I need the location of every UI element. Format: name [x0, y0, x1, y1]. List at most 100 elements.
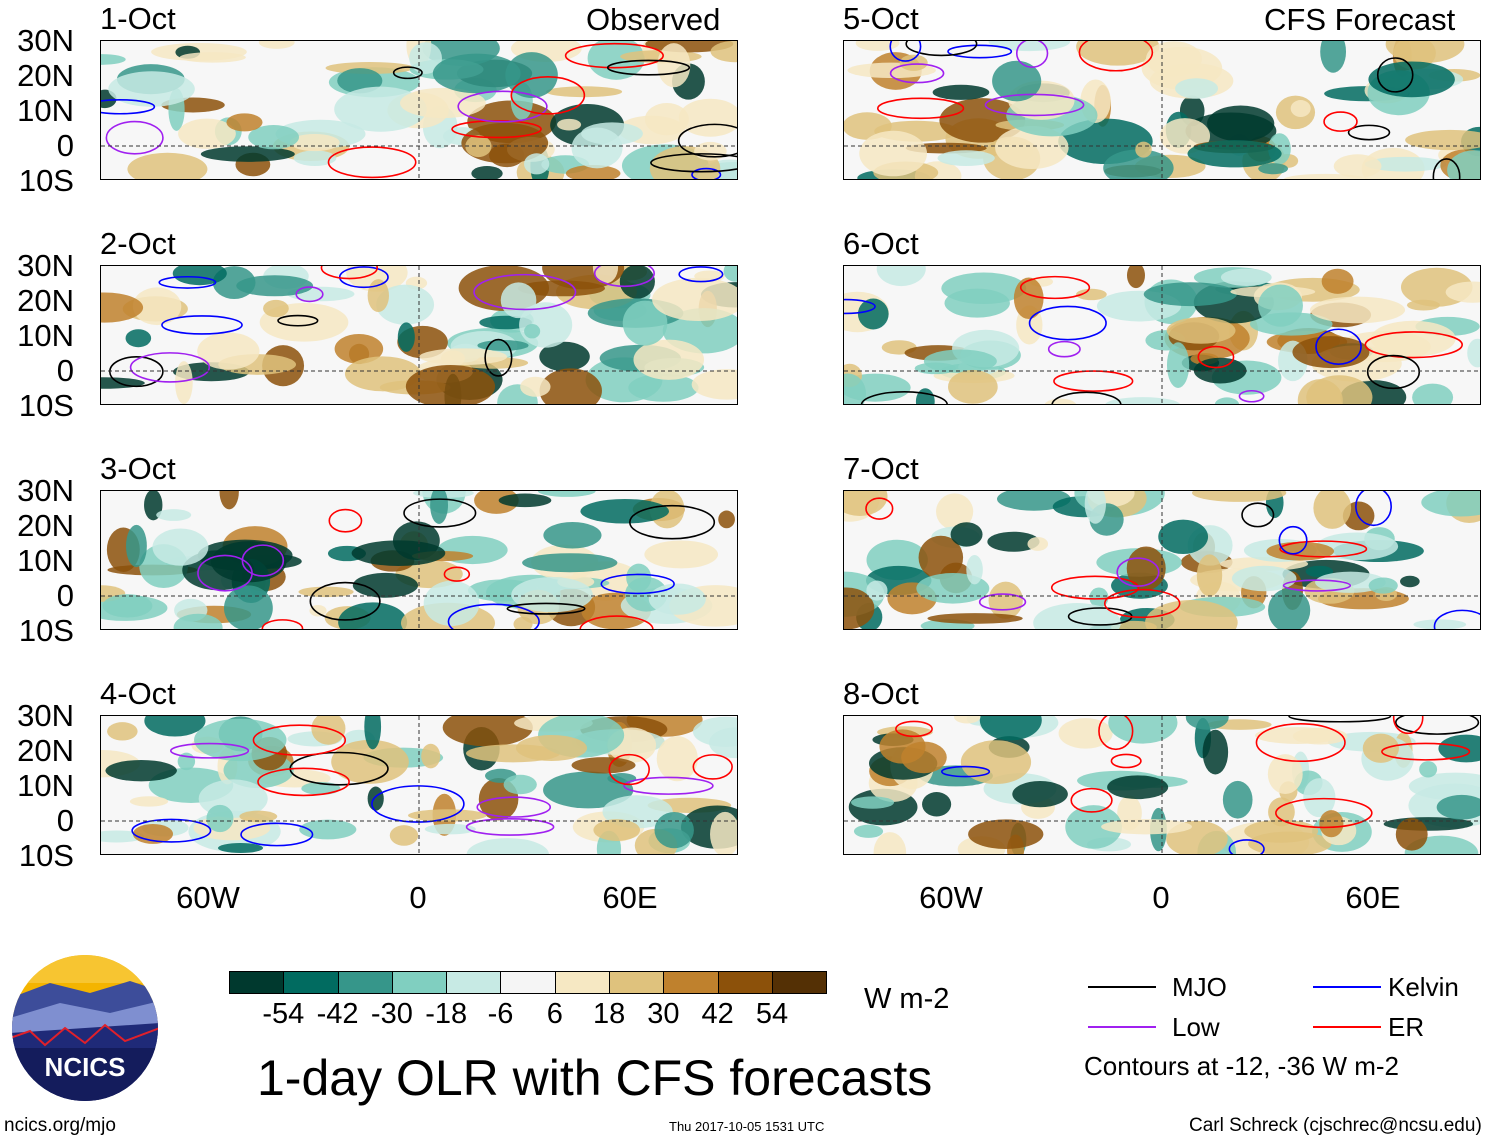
wave-contour [309, 581, 381, 621]
olr-anomaly-shade [859, 130, 928, 177]
lat-tick-label: 30N [17, 698, 74, 733]
lat-tick-label: 10S [18, 838, 74, 873]
olr-map-panel [100, 715, 738, 855]
lat-tick-label: 0 [56, 803, 74, 838]
wave-contour [131, 818, 212, 843]
panel-date-label: 1-Oct [100, 1, 176, 36]
lon-tick-label: 60E [602, 880, 658, 915]
colorbar-tick-label: 18 [592, 998, 626, 1030]
legend-kelvin-label: Kelvin [1388, 972, 1459, 1002]
olr-anomaly-shade [844, 587, 875, 629]
wave-contour [1275, 797, 1373, 829]
olr-anomaly-shade [1309, 296, 1406, 324]
olr-anomaly-shade [995, 125, 1069, 170]
wave-contour [506, 602, 586, 615]
wave-contour [677, 123, 737, 158]
olr-anomaly-shade [197, 332, 260, 370]
olr-anomaly-shade [108, 71, 195, 107]
olr-anomaly-shade [853, 824, 884, 838]
footer-timestamp: Thu 2017-10-05 1531 UTC [669, 1119, 825, 1134]
olr-anomaly-shade [937, 150, 995, 166]
olr-anomaly-shade [691, 369, 737, 400]
wave-contour [252, 724, 347, 756]
wave-contour [1028, 305, 1107, 341]
olr-anomaly-shade [132, 287, 182, 326]
panel-date-label: 4-Oct [100, 676, 176, 711]
olr-anomaly-shade [950, 522, 983, 547]
wave-contour [371, 785, 465, 823]
wave-contour [257, 767, 350, 797]
olr-anomaly-shade [299, 819, 357, 840]
olr-anomaly-shade [1267, 754, 1303, 795]
olr-anomaly-shade [1076, 41, 1160, 66]
olr-anomaly-shade [432, 53, 521, 94]
olr-map-panel [843, 265, 1481, 405]
olr-anomaly-shade [1202, 729, 1229, 775]
wave-contour [860, 390, 948, 404]
wave-contour [1051, 391, 1122, 404]
olr-anomaly-shade [539, 341, 590, 372]
olr-anomaly-shade [1258, 284, 1303, 327]
wave-contour [1366, 354, 1421, 390]
lat-tick-label: 10N [17, 768, 74, 803]
lat-tick-label: 10N [17, 318, 74, 353]
colorbar-swatch [772, 972, 827, 993]
olr-anomaly-shade [1108, 716, 1178, 744]
olr-anomaly-shade [1313, 491, 1352, 529]
olr-anomaly-shade [543, 771, 634, 809]
legend-low-line [1088, 1026, 1156, 1028]
olr-anomaly-shade [657, 43, 691, 88]
wave-contour [1347, 124, 1391, 141]
colorbar-units: W m-2 [864, 983, 950, 1015]
olr-anomaly-shade [622, 300, 668, 346]
wave-contour [1070, 787, 1113, 813]
olr-anomaly-shade [1103, 149, 1174, 179]
wave-contour [1282, 579, 1352, 592]
olr-anomaly-shade [1362, 733, 1399, 763]
olr-anomaly-shade [1185, 716, 1229, 730]
lon-tick-label: 60W [919, 880, 983, 915]
olr-anomaly-shade [107, 722, 138, 741]
olr-anomaly-shade [1166, 317, 1236, 344]
wave-contour [1053, 370, 1134, 392]
olr-anomaly-shade [580, 498, 669, 524]
footer-url[interactable]: ncics.org/mjo [4, 1115, 116, 1136]
wave-contour [1323, 111, 1358, 132]
olr-anomaly-shade [939, 98, 1026, 143]
olr-anomaly-shade [200, 146, 295, 162]
olr-anomaly-shade [239, 810, 278, 823]
olr-anomaly-shade [899, 54, 928, 71]
wave-contour [403, 498, 477, 528]
olr-anomaly-shade [944, 288, 1010, 318]
olr-anomaly-shade [156, 509, 192, 521]
olr-anomaly-shade [1105, 397, 1180, 404]
olr-anomaly-shade [1220, 268, 1272, 286]
panel-date-label: 3-Oct [100, 451, 176, 486]
olr-anomaly-shade [644, 103, 689, 136]
olr-anomaly-shade [656, 736, 698, 782]
wave-contour [593, 266, 655, 288]
olr-anomaly-shade [1315, 571, 1386, 593]
wave-contour [1241, 502, 1275, 528]
olr-anomaly-shade [592, 266, 619, 284]
lat-tick-label: 20N [17, 58, 74, 93]
olr-map-panel [843, 40, 1481, 180]
wave-contour [1392, 716, 1424, 735]
lat-tick-label: 20N [17, 733, 74, 768]
wave-contour [606, 59, 691, 76]
wave-contour [1433, 609, 1480, 629]
wave-contour [564, 42, 664, 69]
olr-anomaly-shade [309, 604, 327, 617]
wave-contour [1019, 275, 1091, 300]
wave-contour [889, 41, 922, 62]
olr-anomaly-shade [1044, 398, 1077, 404]
olr-anomaly-shade [1268, 797, 1295, 827]
wave-contour [1228, 839, 1265, 854]
chart-title: 1-day OLR with CFS forecasts [257, 1050, 933, 1106]
olr-anomaly-shade [1193, 357, 1247, 384]
colorbar-tick-label: 42 [701, 998, 734, 1030]
wave-contour [1381, 742, 1471, 761]
olr-anomaly-shade [1187, 140, 1282, 168]
olr-anomaly-shade [1126, 546, 1166, 591]
olr-anomaly-shade [389, 825, 419, 846]
